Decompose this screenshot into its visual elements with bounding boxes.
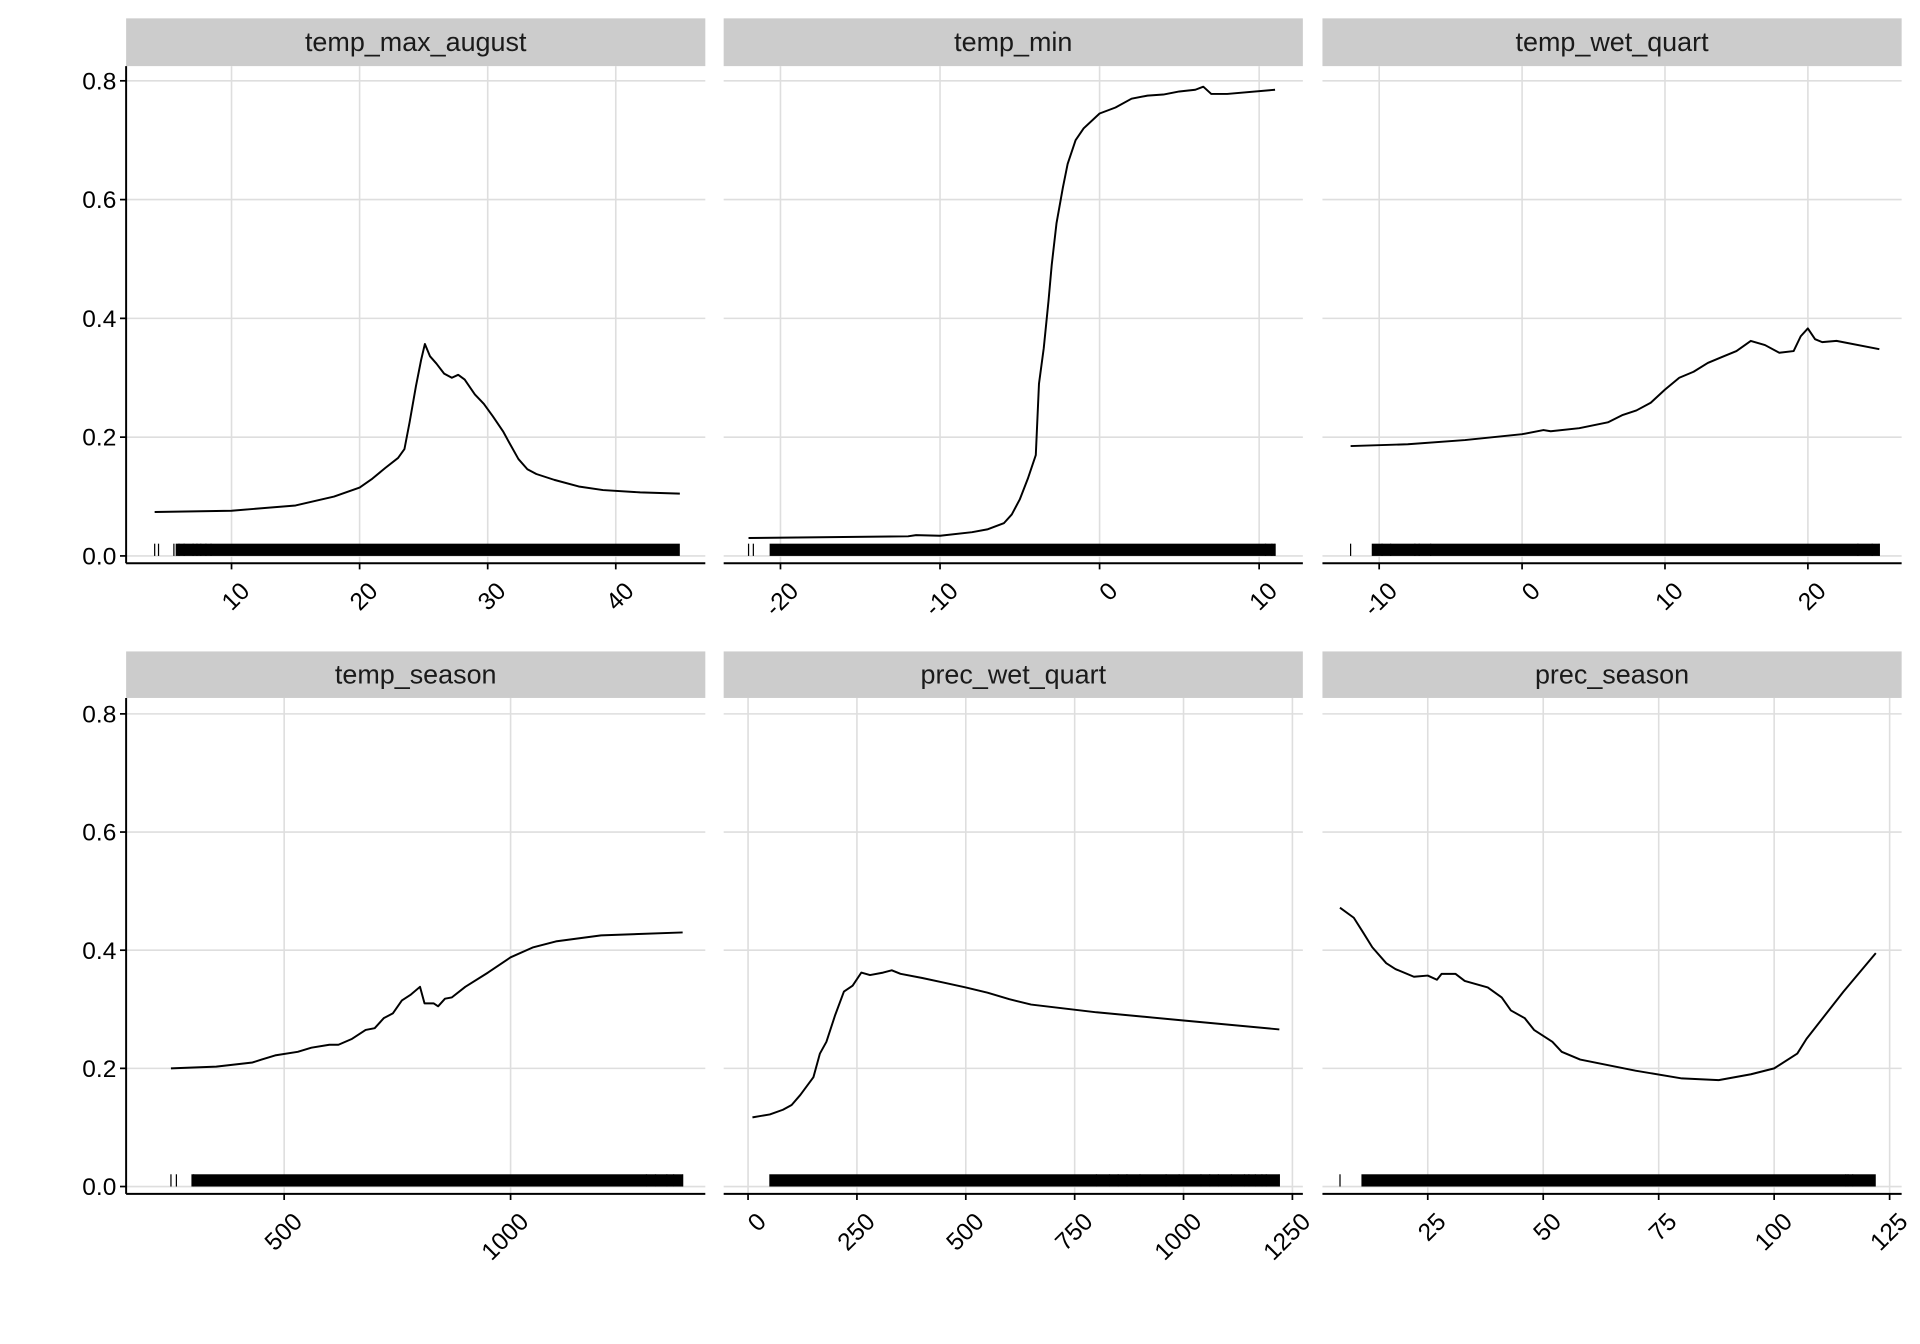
x-tick-label: 30 — [473, 578, 511, 616]
y-tick-label: 0.8 — [82, 701, 116, 728]
x-tick-label: 100 — [1750, 1208, 1798, 1256]
pdp-curve — [748, 85, 1276, 540]
x-tick-label: 75 — [1644, 1208, 1682, 1246]
rug-band — [769, 1174, 1280, 1187]
y-tick-label: 0.8 — [82, 68, 116, 95]
x-tick-label: 40 — [601, 578, 639, 616]
y-tick-label: 0.2 — [82, 1056, 116, 1083]
x-tick-label: 750 — [1050, 1208, 1098, 1256]
pdp-curve — [170, 931, 683, 1070]
y-tick-label: 0.0 — [82, 543, 116, 570]
x-tick-label: 500 — [260, 1208, 308, 1256]
y-tick-label: 0.2 — [82, 425, 116, 452]
x-tick-label: 125 — [1865, 1208, 1913, 1256]
facet-panel-temp_max_august: temp_max_august 10 20 30 40 0.0 0.2 0.4 0.6 0.8 — [82, 18, 706, 616]
rug-band — [191, 1174, 683, 1187]
facet-panel-temp_min: temp_min -20 -10 0 10 — [723, 18, 1303, 622]
x-tick-label: 10 — [217, 578, 255, 616]
facet-strip-label: temp_min — [954, 27, 1072, 57]
facet-strip — [723, 18, 1303, 67]
pdp-curve — [154, 342, 680, 513]
facet-strip — [1322, 651, 1902, 698]
x-tick-label: -10 — [920, 578, 964, 622]
facet-panel-temp_wet_quart: temp_wet_quart -10 0 10 20 — [1322, 18, 1902, 622]
x-tick-label: 1250 — [1259, 1208, 1317, 1266]
facet-panel-prec_wet_quart: prec_wet_quart 0 250 500 750 1000 1250 — [723, 651, 1317, 1266]
facet-strip — [1322, 18, 1902, 67]
y-tick-label: 0.4 — [82, 306, 116, 333]
x-tick-label: 25 — [1413, 1208, 1451, 1246]
x-tick-label: 10 — [1245, 578, 1283, 616]
y-tick-label: 0.6 — [82, 187, 116, 214]
facet-strip-label: temp_season — [335, 659, 497, 689]
pdp-curve — [752, 969, 1280, 1119]
facet-strip — [723, 651, 1303, 698]
x-tick-label: 0 — [1095, 578, 1124, 607]
y-tick-label: 0.4 — [82, 938, 116, 965]
facet-strip-label: temp_wet_quart — [1516, 27, 1710, 57]
pdp-curve — [1350, 327, 1880, 448]
x-tick-label: 250 — [833, 1208, 881, 1256]
facet-panel-prec_season: prec_season 25 50 75 100 125 — [1322, 651, 1913, 1256]
facet-strip — [126, 651, 706, 698]
rug-band — [1361, 1174, 1876, 1187]
x-tick-label: -20 — [760, 578, 804, 622]
rug-band — [1371, 543, 1880, 556]
x-tick-label: 1000 — [477, 1208, 535, 1266]
facet-strip-label: temp_max_august — [305, 27, 527, 57]
x-tick-label: 20 — [345, 578, 383, 616]
y-tick-label: 0.0 — [82, 1174, 116, 1201]
x-tick-label: 500 — [942, 1208, 990, 1256]
x-tick-label: 20 — [1793, 578, 1831, 616]
facet-strip-label: prec_season — [1535, 659, 1689, 689]
pdp-curve — [1339, 906, 1877, 1082]
rug-band — [769, 543, 1276, 556]
rug-band — [175, 543, 680, 556]
y-tick-label: 0.6 — [82, 820, 116, 847]
facet-panel-temp_season: temp_season 500 1000 0.0 0.2 0.4 0.6 0.8 — [82, 651, 706, 1266]
x-tick-label: 10 — [1650, 578, 1688, 616]
x-tick-label: 0 — [743, 1208, 772, 1237]
facet-strip — [126, 18, 706, 67]
x-tick-label: 1000 — [1150, 1208, 1208, 1266]
x-tick-label: 50 — [1529, 1208, 1567, 1246]
x-tick-label: -10 — [1359, 578, 1403, 622]
x-tick-label: 0 — [1517, 578, 1546, 607]
facet-strip-label: prec_wet_quart — [920, 659, 1106, 689]
